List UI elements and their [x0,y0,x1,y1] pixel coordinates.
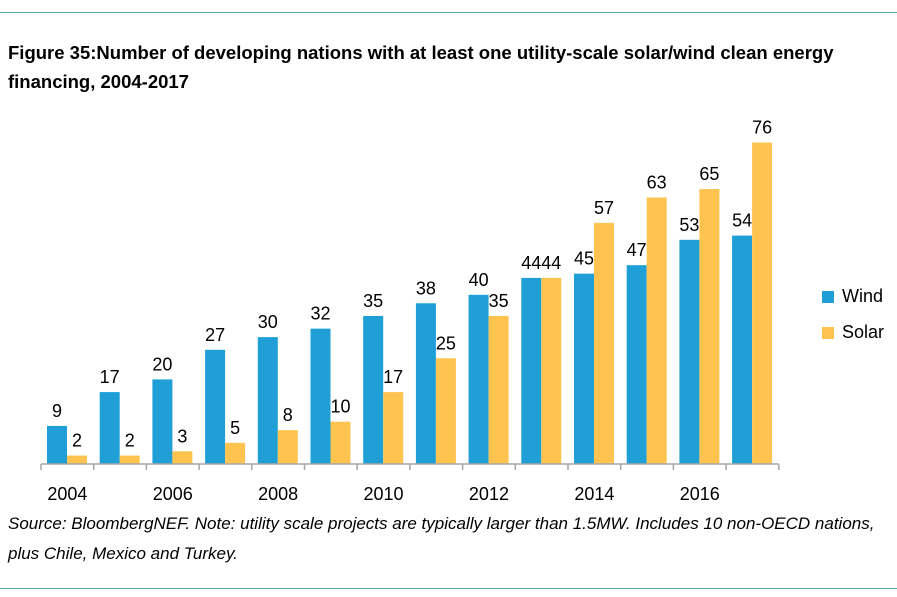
bar-wind-2017 [732,235,753,464]
legend-swatch-wind [822,290,834,303]
data-label-solar-2015: 63 [647,173,667,193]
data-label-solar-2017: 76 [752,118,772,138]
bar-solar-2007 [225,442,246,464]
figure-title: Figure 35:Number of developing nations w… [8,42,834,92]
bottom-rule [0,588,897,589]
data-label-wind-2017: 54 [732,211,752,231]
legend-label-solar: Solar [842,322,885,342]
x-axis: 2004 2006 2008 2010 2012 2014 2016 [40,463,780,504]
legend-item-wind: Wind [822,286,883,307]
data-label-solar-2005: 2 [125,431,135,451]
x-tick-label-2014: 2014 [574,484,614,504]
legend-label-wind: Wind [842,286,884,306]
data-label-solar-2006: 3 [177,426,187,446]
x-tick-label-2006: 2006 [153,484,193,504]
bar-solar-2014 [594,222,614,464]
top-rule [0,12,897,13]
bar-wind-2016 [679,239,700,464]
bar-solar-2006 [172,451,193,464]
bar-wind-2014 [574,273,594,464]
data-label-wind-2014: 45 [574,249,594,269]
data-label-solar-2013: 44 [541,253,561,273]
bar-wind-2015 [626,265,647,464]
bar-wind-2005 [99,392,120,464]
x-tick-label-2012: 2012 [469,484,509,504]
data-label-solar-2011: 25 [436,333,456,353]
bar-wind-2013 [521,277,542,464]
data-label-wind-2016: 53 [679,215,699,235]
bar-wind-2010 [363,315,384,464]
data-label-solar-2016: 65 [699,164,719,184]
bar-wind-2012 [468,294,489,464]
data-label-wind-2009: 32 [310,304,330,324]
source-note: Source: BloombergNEF. Note: utility scal… [8,514,875,563]
data-label-wind-2007: 27 [205,325,225,345]
x-tick-label-2016: 2016 [680,484,720,504]
bar-solar-2016 [699,189,720,465]
bar-wind-2011 [415,303,436,464]
bar-solar-2013 [541,277,562,464]
data-label-wind-2006: 20 [152,354,172,374]
bar-wind-2004 [47,425,67,464]
data-label-solar-2007: 5 [230,418,240,438]
bar-solar-2009 [330,421,351,464]
data-label-wind-2010: 35 [363,291,383,311]
legend-swatch-solar [822,326,834,339]
bar-solar-2004 [67,455,87,464]
bar-solar-2008 [277,430,298,464]
bar-wind-2009 [310,328,331,464]
x-tick-label-2004: 2004 [47,484,87,504]
bars-group [47,142,773,465]
data-label-wind-2008: 30 [258,312,278,332]
bar-solar-2017 [752,142,773,464]
data-label-solar-2012: 35 [489,291,509,311]
bar-wind-2008 [257,337,278,464]
bar-wind-2007 [205,349,226,464]
data-label-wind-2012: 40 [469,270,489,290]
data-label-solar-2008: 8 [283,405,293,425]
data-label-wind-2011: 38 [416,278,436,298]
bar-solar-2011 [435,358,456,464]
bar-solar-2012 [488,315,509,464]
data-label-solar-2014: 57 [594,198,614,218]
data-label-wind-2004: 9 [52,401,62,421]
data-label-wind-2005: 17 [100,367,120,387]
data-label-solar-2010: 17 [383,367,403,387]
x-tick-label-2008: 2008 [258,484,298,504]
data-label-solar-2009: 10 [330,397,350,417]
bar-wind-2006 [152,379,173,464]
data-label-wind-2015: 47 [627,240,647,260]
bar-solar-2010 [383,392,404,464]
data-label-solar-2004: 2 [72,431,82,451]
bar-solar-2015 [646,197,667,464]
bar-solar-2005 [119,455,140,464]
legend-item-solar: Solar [822,322,884,343]
x-tick-label-2010: 2010 [364,484,404,504]
data-label-wind-2013: 44 [521,253,541,273]
